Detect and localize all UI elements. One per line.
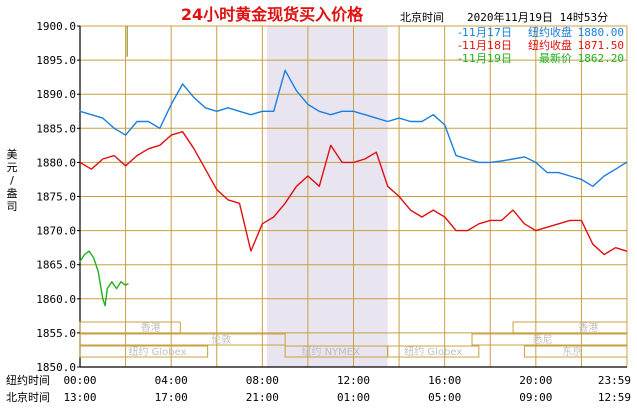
series-line-1: [79, 69, 628, 187]
x-tick-label: 05:00: [428, 391, 461, 404]
y-axis-label: 美元/盎司: [7, 148, 18, 213]
market-newyork-globex-1-bar: [79, 345, 209, 358]
y-tick-label: 1855.0: [36, 327, 76, 340]
y-tick-label: 1900.0: [36, 20, 76, 33]
market-newyork-globex-2-bar: [387, 345, 480, 358]
legend-value-1: 1880.00: [578, 26, 624, 39]
market-hongkong-2-bar: [512, 321, 628, 334]
legend-label-3: 最新价: [539, 51, 572, 65]
series-line-2: [79, 131, 628, 256]
y-axis-label-char: 美: [7, 148, 18, 161]
market-sydney-bar: [471, 333, 628, 346]
y-tick-label: 1865.0: [36, 259, 76, 272]
series-lines: [79, 69, 628, 307]
y-axis-label-char: 盎: [7, 186, 18, 200]
x-tick-label: 01:00: [337, 391, 370, 404]
market-sydney-label: 悉尼: [533, 334, 553, 346]
y-tick-label: 1895.0: [36, 54, 76, 67]
y-tick-label: 1860.0: [36, 293, 76, 306]
location-label: 北京时间: [400, 10, 444, 24]
x-tick-label: 04:00: [155, 374, 188, 387]
y-tick-label: 1890.0: [36, 88, 76, 101]
y-tick-label: 1880.0: [36, 156, 76, 169]
x-row-label-newyork: 纽约时间: [6, 373, 50, 387]
market-london-label: 伦敦: [211, 333, 231, 346]
y-tick-label: 1850.0: [36, 361, 76, 374]
market-london-bar: [79, 333, 286, 346]
x-tick-label: 00:00: [63, 374, 96, 387]
x-row-label-beijing: 北京时间: [6, 390, 50, 404]
y-tick-label: 1875.0: [36, 191, 76, 204]
x-tick-label: 12:59: [598, 391, 631, 404]
x-tick-label: 12:00: [337, 374, 370, 387]
market-newyork-nymex-label: 纽约 NYMEX: [301, 345, 360, 358]
y-tick-labels: 1850.0 1855.0 1860.0 1865.0 1870.0 1875.0 1880…: [36, 20, 80, 374]
x-tick-label: 17:00: [155, 391, 188, 404]
legend-label-1: 纽约收盘: [528, 25, 572, 39]
chart-title: 24小时黄金现货买入价格: [181, 5, 364, 24]
x-tick-label: 16:00: [428, 374, 461, 387]
x-tick-label: 20:00: [519, 374, 552, 387]
legend-value-3: 1862.20: [578, 52, 624, 65]
y-axis-label-char: /: [10, 174, 14, 187]
legend-date-2: -11月18日: [458, 39, 512, 52]
x-tick-labels: 00:00 04:00 08:00 12:00 16:00 20:00 23:59 13:00…: [63, 374, 631, 404]
market-tokyo-bar: [523, 345, 628, 358]
market-tokyo-label: 东京: [562, 345, 582, 358]
market-hongkong-1-bar: [79, 321, 181, 334]
market-hongkong-2-label: 香港: [578, 322, 598, 334]
x-tick-label: 09:00: [519, 391, 552, 404]
x-tick-label: 13:00: [63, 391, 96, 404]
x-tick-label: 08:00: [246, 374, 279, 387]
y-axis-label-char: 司: [7, 200, 18, 213]
datetime-label: 2020年11月19日 14时53分: [467, 10, 608, 24]
y-tick-label: 1885.0: [36, 122, 76, 135]
x-tick-label: 23:59: [598, 374, 631, 387]
legend-label-2: 纽约收盘: [528, 38, 572, 52]
y-tick-label: 1870.0: [36, 225, 76, 238]
legend-date-1: -11月17日: [458, 26, 512, 39]
legend: -11月17日 纽约收盘 1880.00-11月18日 纽约收盘 1871.50-11月…: [458, 25, 624, 65]
market-newyork-globex-1-label: 纽约 Globex: [128, 345, 186, 358]
x-tick-label: 21:00: [246, 391, 279, 404]
y-axis-label-char: 元: [7, 161, 18, 174]
market-newyork-globex-2-label: 纽约 Globex: [404, 345, 462, 358]
market-hongkong-1-label: 香港: [141, 322, 161, 334]
legend-date-3: -11月19日: [458, 52, 512, 65]
legend-value-2: 1871.50: [578, 39, 624, 52]
series-line-3: [79, 250, 129, 307]
